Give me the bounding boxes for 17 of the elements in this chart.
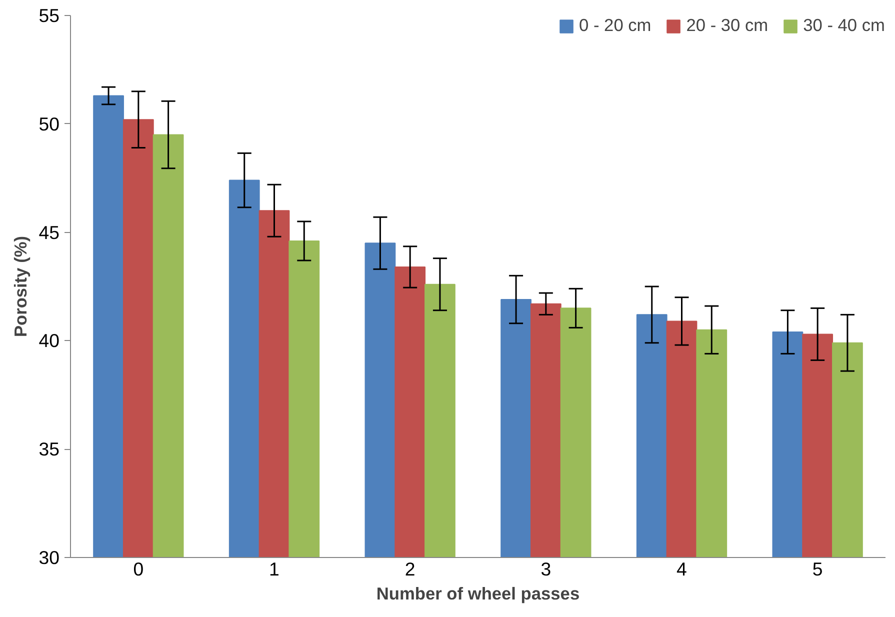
x-tick-label: 5 xyxy=(812,558,823,580)
y-tick-label: 40 xyxy=(38,330,60,352)
y-tick-label: 45 xyxy=(38,222,60,243)
x-tick-label: 0 xyxy=(133,558,144,580)
x-tick-label: 2 xyxy=(404,558,416,580)
legend-label: 0 - 20 cm xyxy=(579,15,652,36)
y-tick-label: 50 xyxy=(38,113,60,134)
y-tick-label: 30 xyxy=(38,547,60,568)
legend-label: 30 - 40 cm xyxy=(803,15,885,36)
x-tick-label: 4 xyxy=(676,558,687,580)
x-tick-label: 1 xyxy=(269,558,280,580)
x-tick-label: 3 xyxy=(540,558,552,580)
x-axis-title: Number of wheel passes xyxy=(376,584,580,604)
y-tick-label: 55 xyxy=(38,5,60,26)
y-axis-title: Porosity (%) xyxy=(10,236,31,338)
legend-label: 20 - 30 cm xyxy=(686,15,768,36)
y-tick-label: 35 xyxy=(38,438,60,460)
